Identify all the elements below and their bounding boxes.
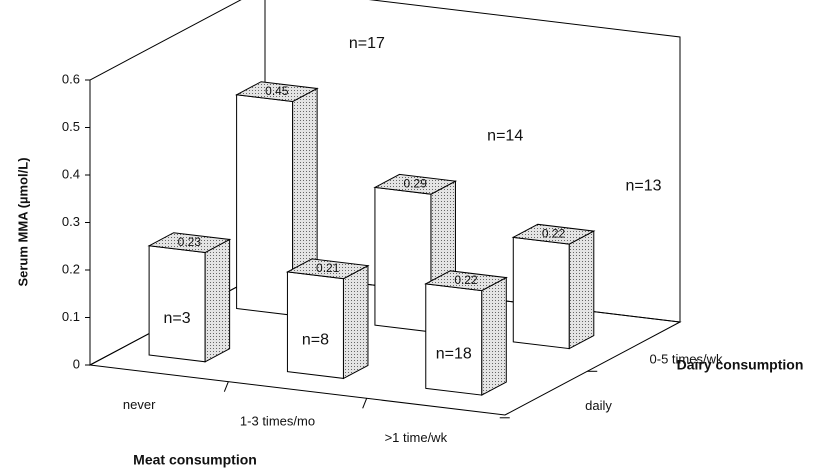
bar-side [204,238,231,363]
y-tick-label: 0.3 [62,214,80,229]
x-tick-label: >1 time/wk [385,430,448,445]
x-tick-label: never [123,397,156,412]
value-label: 0.45 [265,84,289,98]
n-label: n=18 [436,346,472,363]
bar-front [286,271,344,379]
x-tick-label: 1-3 times/mo [240,413,315,428]
value-label: 0.21 [316,261,340,275]
bar-front [512,236,570,350]
bar-front [425,283,483,396]
value-label: 0.23 [178,235,202,249]
bar-side [568,230,595,350]
value-label: 0.22 [454,273,478,287]
x-tick [223,381,229,392]
bar-side [342,264,369,380]
y-axis-label: Serum MMA (µmol/L) [15,157,30,286]
bar-top [147,232,232,254]
bar-top [285,258,370,280]
bar-side [481,276,507,396]
n-label: n=8 [302,331,329,348]
n-label: n=3 [164,310,191,327]
x-axis-label: Meat consumption [133,452,257,468]
z-tick-label: 0-5 times/wk [650,351,723,366]
z-tick-label: daily [585,398,612,413]
y-tick-label: 0.2 [62,261,80,276]
bar-top [234,81,319,103]
bar-top [511,223,596,245]
y-tick-label: 0.5 [62,119,80,134]
z-axis-label: Dairy consumption [677,357,804,373]
bar-top [373,173,458,195]
x-tick [362,398,368,409]
y-tick-label: 0.1 [62,309,80,324]
n-label: n=13 [626,177,662,194]
n-label: n=14 [487,128,523,145]
y-tick-label: 0.4 [62,166,80,181]
bar-top [424,270,508,292]
bar-front [236,94,294,316]
y-tick-label: 0 [73,356,80,371]
y-tick-label: 0.6 [62,71,80,86]
bar-front [374,186,432,333]
bar-front [148,245,206,363]
n-label: n=17 [349,35,385,52]
value-label: 0.22 [542,226,566,240]
value-label: 0.29 [404,176,428,190]
